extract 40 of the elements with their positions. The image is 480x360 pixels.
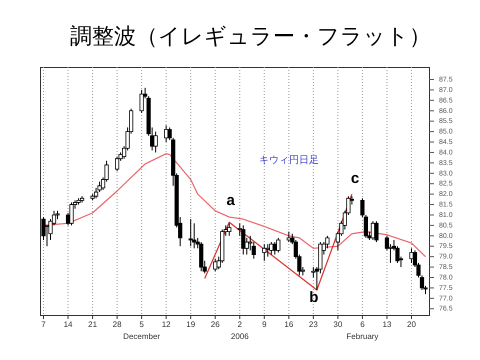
candlestick (286, 231, 291, 243)
candlestick (269, 242, 274, 256)
chart-title: 調整波（イレギュラー・フラット） (70, 24, 431, 48)
candlestick (140, 89, 144, 114)
x-tick-label: 14 (64, 320, 74, 329)
candlestick (276, 237, 280, 253)
annotation: c (350, 170, 360, 188)
x-tick-label: 21 (88, 320, 98, 329)
candlestick (115, 156, 120, 172)
x-tick-label: 9 (262, 320, 268, 329)
candlestick (192, 222, 196, 249)
x-tick-label: 2 2006 (230, 320, 250, 341)
line-series (204, 194, 352, 291)
annotation: b (309, 288, 318, 306)
candlestick (199, 242, 204, 272)
candlestick (272, 242, 277, 256)
x-tick-label: 13 (382, 320, 392, 329)
x-tick-label: 16 (284, 320, 294, 329)
annotation: キウィ円日足 (258, 155, 319, 166)
candlestick (188, 218, 193, 247)
candlestick (262, 244, 266, 262)
x-tick-label: 19 (186, 320, 196, 329)
candlestick (227, 222, 232, 236)
candlestick (266, 244, 270, 258)
x-tick-label: 26 (210, 320, 220, 329)
line-series (42, 153, 426, 258)
x-tick-label: 7 (41, 320, 46, 329)
x-tick-label: 6 February (346, 320, 378, 341)
annotation: a (226, 192, 236, 209)
candlestick (69, 202, 74, 226)
x-tick-label: 20 (407, 320, 416, 329)
candlestick (213, 258, 218, 272)
x-tick-label: 5 December (123, 320, 160, 341)
candlestick (374, 220, 379, 243)
candlestick (241, 224, 246, 256)
x-tick-label: 28 (112, 320, 122, 329)
x-tick-label: 23 (308, 320, 318, 329)
x-tick-label: 12 (162, 320, 172, 329)
x-tick-label: 30 (333, 320, 343, 329)
candlestick (154, 131, 158, 153)
